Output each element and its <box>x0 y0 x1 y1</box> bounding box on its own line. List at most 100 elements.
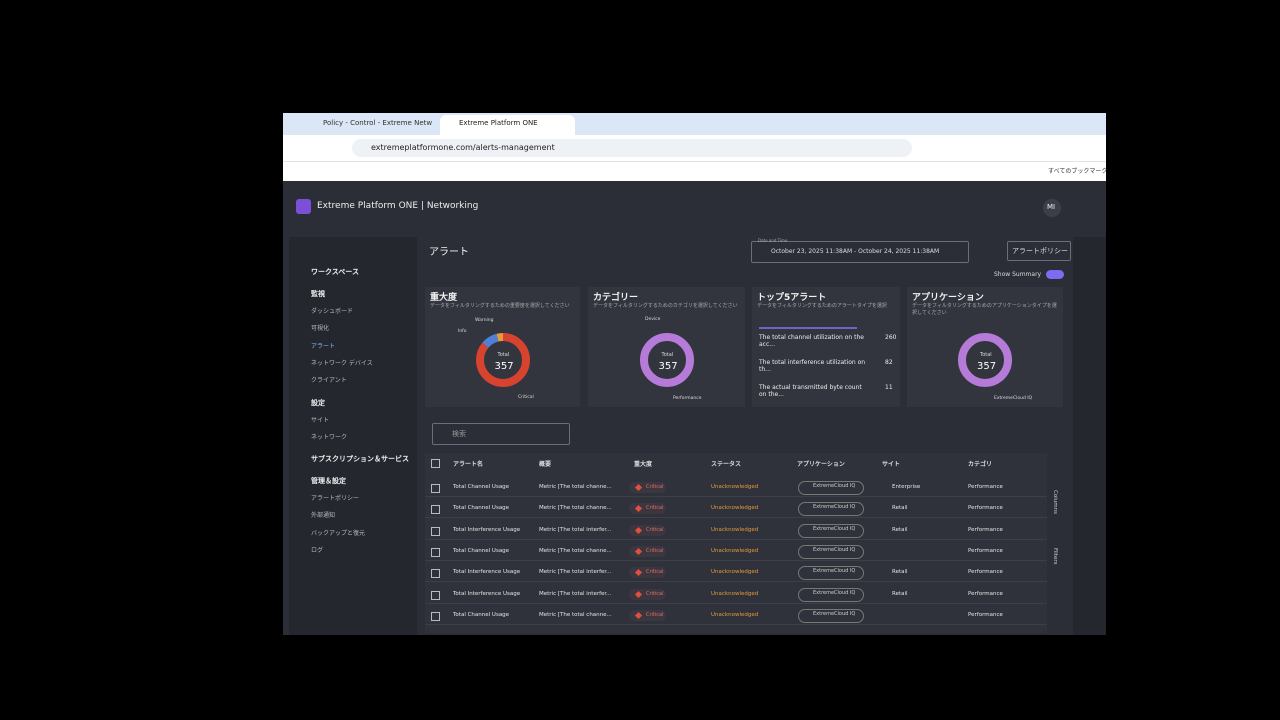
column-header[interactable]: カテゴリ <box>968 461 993 468</box>
nav-section[interactable]: 監視 <box>311 290 325 298</box>
nav-item[interactable]: サイト <box>311 416 330 424</box>
category: Performance <box>968 569 1003 576</box>
app-name: ExtremeCloud IQ <box>813 568 856 575</box>
category: Performance <box>968 611 1003 618</box>
severity-text: Critical <box>646 526 664 533</box>
site: Enterprise <box>892 484 921 490</box>
table <box>425 453 1047 633</box>
cell: Total Channel Usage <box>453 547 510 554</box>
date-label: Date and Time <box>758 238 788 243</box>
card-description: データをフィルタリングするためのカテゴリを選択してください <box>593 303 738 309</box>
nav-section[interactable]: 管理＆設定 <box>311 477 346 486</box>
alert-count: 11 <box>885 384 893 391</box>
date-range[interactable]: October 23, 2025 11:38AM - October 24, 2… <box>771 248 940 255</box>
severity-pill <box>629 609 666 621</box>
logo <box>296 199 311 214</box>
app-pill <box>798 502 864 517</box>
legend-label[interactable]: Info <box>458 329 467 334</box>
severity-pill <box>629 524 666 536</box>
side-tab[interactable]: Columns <box>1052 490 1058 514</box>
app-name: ExtremeCloud IQ <box>813 483 856 489</box>
card-description: データをフィルタリングするための重要度を選択してください <box>430 303 570 309</box>
status: Unacknowledged <box>711 505 759 512</box>
app-pill <box>798 608 864 623</box>
donut-label: Total <box>497 352 510 358</box>
category: Performance <box>968 484 1003 490</box>
summary-toggle[interactable] <box>1046 270 1064 279</box>
status: Unacknowledged <box>711 484 759 490</box>
nav-item[interactable]: ダッシュボード <box>311 308 354 315</box>
tab-title[interactable]: Policy - Control - Extreme Netw <box>323 119 433 127</box>
nav-item[interactable]: クライアント <box>311 377 347 385</box>
date-picker[interactable] <box>751 241 969 263</box>
donut-total: 357 <box>977 361 997 372</box>
search-box[interactable] <box>432 423 570 445</box>
card-description: データをフィルタリングするためのアプリケーションタイプを選択してください <box>912 303 1057 316</box>
column-header[interactable]: アプリケーション <box>797 461 845 468</box>
donut-segment[interactable] <box>639 333 694 387</box>
avatar-text[interactable]: MI <box>1047 203 1056 211</box>
status: Unacknowledged <box>711 611 759 618</box>
nav-item[interactable]: 可視化 <box>311 325 330 333</box>
donut-segment[interactable] <box>958 333 1012 387</box>
card-title: トップ5アラート <box>757 293 827 303</box>
legend-label[interactable]: Performance <box>673 396 702 401</box>
bookmarks-bar <box>283 161 1106 182</box>
nav-section[interactable]: ワークスペース <box>311 268 359 276</box>
nav-item[interactable]: ネットワーク デバイス <box>311 359 373 367</box>
column-header[interactable]: 概要 <box>539 461 552 468</box>
omnibox[interactable] <box>352 139 912 157</box>
avatar <box>1043 199 1061 217</box>
side-tab[interactable]: Filters <box>1052 548 1058 565</box>
severity-text: Critical <box>646 505 664 512</box>
donut-segment[interactable] <box>475 333 530 387</box>
checkbox <box>431 505 440 515</box>
sidebar <box>289 237 417 635</box>
nav-item[interactable]: ネットワーク <box>311 433 348 441</box>
nav-section[interactable]: サブスクリプション＆サービス <box>311 455 409 464</box>
search-placeholder[interactable]: 検索 <box>452 430 466 438</box>
row-divider <box>425 517 1047 519</box>
alert-type[interactable]: The actual transmitted byte count on the… <box>759 384 862 398</box>
category: Performance <box>968 505 1003 512</box>
bookmark-folder[interactable]: すべてのブックマーク <box>1048 168 1108 175</box>
cell: Total Channel Usage <box>453 505 510 512</box>
legend-label[interactable]: ExtremeCloud IQ <box>994 396 1033 401</box>
nav-item[interactable]: ログ <box>311 547 324 554</box>
nav-item[interactable]: アラート <box>311 342 336 350</box>
nav-item[interactable]: アラートポリシー <box>311 495 360 503</box>
row-divider <box>425 559 1047 561</box>
tab-title[interactable]: Extreme Platform ONE <box>459 119 538 127</box>
legend-label[interactable]: Device <box>645 317 661 322</box>
app-pill <box>798 587 864 602</box>
severity-text: Critical <box>646 484 664 490</box>
legend-label[interactable]: Warning <box>475 318 494 323</box>
cell: Total Channel Usage <box>453 611 510 618</box>
nav-item[interactable]: 外部通知 <box>311 512 336 520</box>
column-header[interactable]: アラート名 <box>453 461 484 468</box>
donut-label: Total <box>661 352 674 358</box>
alert-type[interactable]: The total interference utilization on th… <box>759 359 866 373</box>
column-header[interactable]: 重大度 <box>634 461 653 468</box>
policy-button[interactable] <box>1007 241 1071 261</box>
cell: Metric [The total channe... <box>539 505 612 512</box>
button-label[interactable]: アラートポリシー <box>1012 247 1068 255</box>
app-name: ExtremeCloud IQ <box>813 546 856 553</box>
donut <box>958 333 1012 387</box>
status: Unacknowledged <box>711 569 759 576</box>
alert-type[interactable]: The total channel utilization on the acc… <box>759 334 864 348</box>
row-divider <box>425 538 1047 540</box>
cell: Total Channel Usage <box>453 484 510 490</box>
status: Unacknowledged <box>711 547 759 554</box>
card-title: アプリケーション <box>912 293 984 303</box>
nav-item[interactable]: バックアップと復元 <box>311 529 366 537</box>
active-tab[interactable] <box>440 115 575 135</box>
column-header[interactable]: サイト <box>882 461 901 468</box>
card-title: 重大度 <box>430 293 458 303</box>
row-divider <box>425 623 1047 625</box>
nav-section[interactable]: 設定 <box>311 398 325 407</box>
legend-label[interactable]: Critical <box>518 395 534 400</box>
app-name: ExtremeCloud IQ <box>813 610 856 617</box>
column-header[interactable]: ステータス <box>711 461 742 468</box>
